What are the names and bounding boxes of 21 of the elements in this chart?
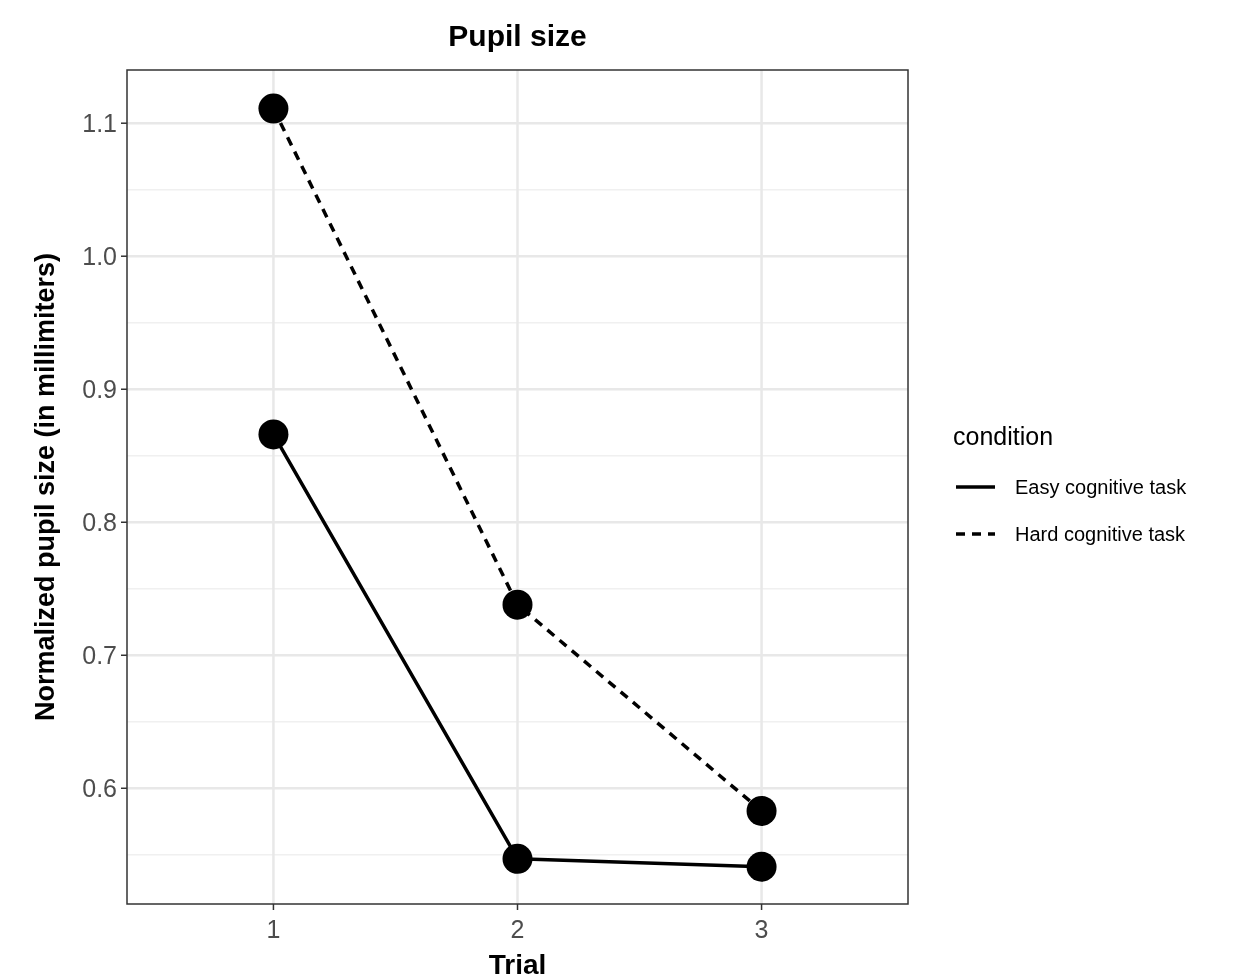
x-tick-label: 3 — [754, 915, 769, 943]
point — [258, 93, 289, 124]
y-tick-label: 1.0 — [82, 241, 117, 270]
point — [746, 851, 777, 882]
y-axis-title: Normalized pupil size (in millimiters) — [30, 252, 60, 722]
y-tick-label: 1.1 — [82, 108, 117, 137]
point — [746, 795, 777, 826]
point — [258, 419, 289, 450]
legend-title: condition — [953, 422, 1054, 450]
legend-label: Easy cognitive task — [1015, 476, 1188, 498]
y-tick-label: 0.7 — [82, 641, 117, 670]
point — [502, 589, 533, 620]
x-tick-label: 1 — [266, 915, 281, 943]
legend-label: Hard cognitive task — [1015, 523, 1187, 545]
chart-title: Pupil size — [448, 19, 587, 52]
x-tick-label: 2 — [510, 915, 525, 943]
y-tick-label: 0.6 — [82, 774, 117, 803]
x-axis-title: Trial — [488, 949, 547, 979]
y-tick-label: 0.8 — [82, 508, 117, 536]
y-tick-label: 0.9 — [82, 374, 117, 403]
point — [502, 843, 533, 874]
